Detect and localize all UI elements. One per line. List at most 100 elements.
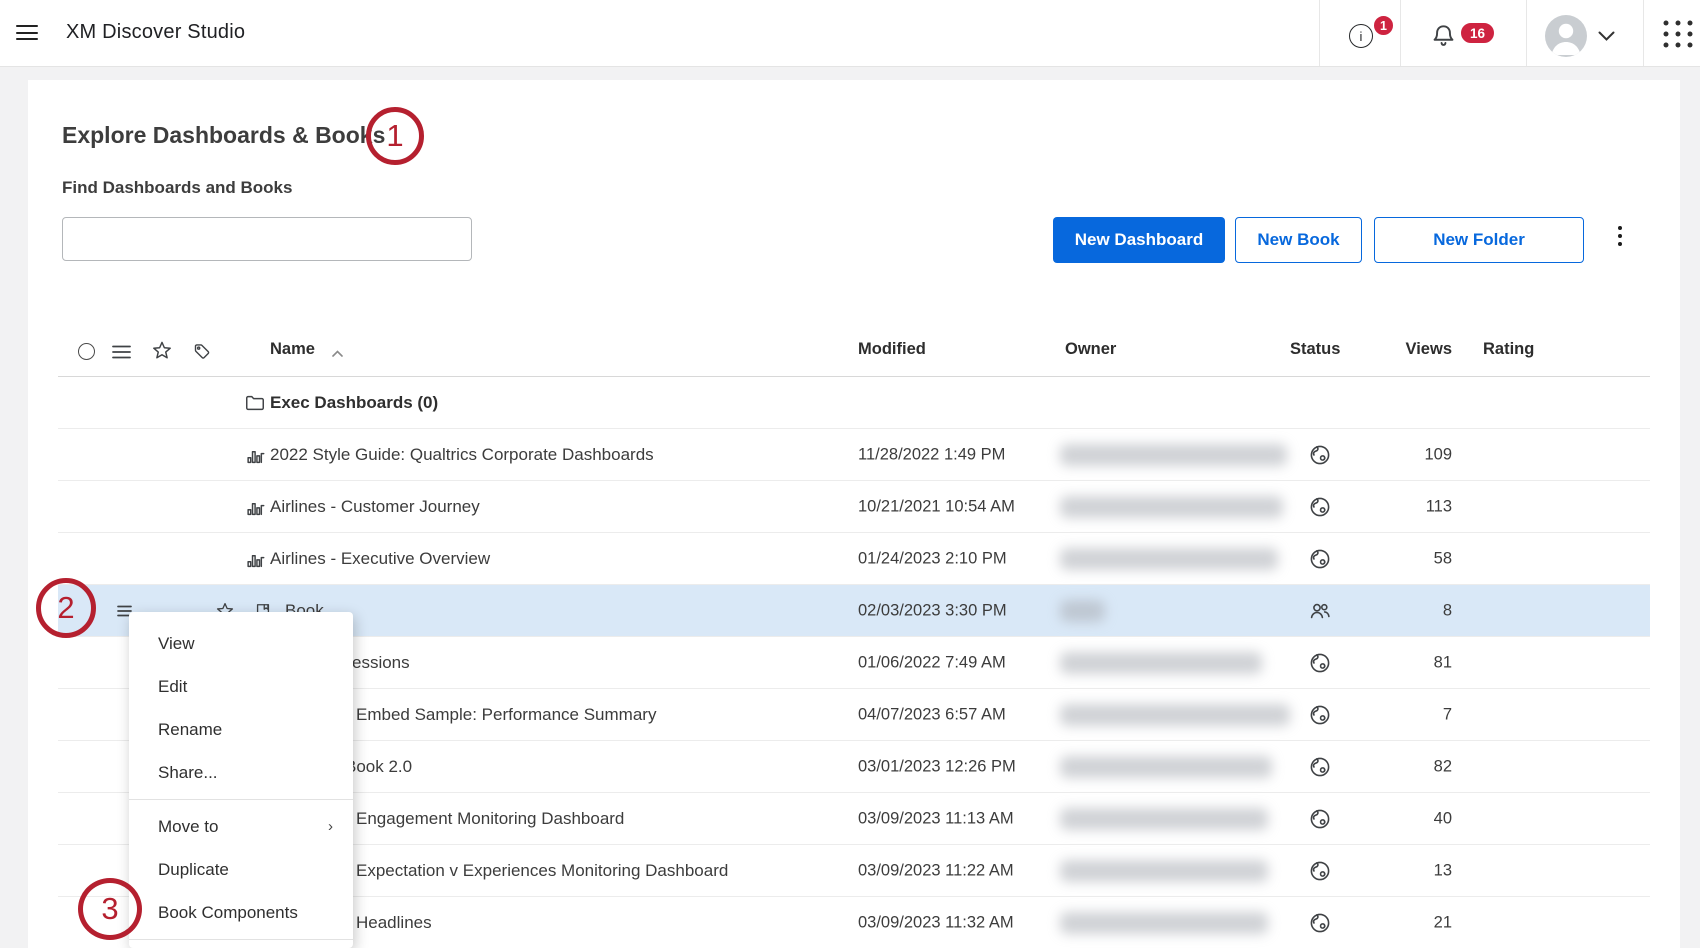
- item-name-partial[interactable]: Engagement Monitoring Dashboard: [356, 808, 625, 828]
- globe-icon: [1310, 445, 1330, 464]
- owner-blurred: [1060, 547, 1278, 570]
- context-menu: View Edit Rename Share... Move to › Dupl…: [129, 612, 353, 948]
- app-title: XM Discover Studio: [66, 21, 246, 43]
- annotation-number: 1: [386, 118, 404, 153]
- tag-icon[interactable]: [192, 341, 213, 362]
- more-actions-kebab-icon[interactable]: [1608, 226, 1632, 254]
- column-header-name[interactable]: Name: [270, 340, 315, 358]
- table-row[interactable]: Airlines - Customer Journey 10/21/2021 1…: [58, 481, 1650, 533]
- bar-chart-icon: [247, 450, 265, 463]
- globe-icon: [1310, 809, 1330, 828]
- table-row[interactable]: 2022 Style Guide: Qualtrics Corporate Da…: [58, 429, 1650, 481]
- owner-blurred: [1060, 443, 1287, 466]
- table-row[interactable]: Embed Sample: Performance Summary 04/07/…: [58, 689, 1650, 741]
- menu-item-label: Move to: [158, 817, 219, 836]
- annotation-circle-2: 2: [36, 578, 96, 638]
- avatar[interactable]: [1545, 15, 1587, 57]
- owner-blurred: [1060, 755, 1272, 778]
- row-menu-hamburger-icon[interactable]: [117, 605, 132, 617]
- owner-blurred: [1060, 703, 1290, 726]
- menu-item-view[interactable]: View: [158, 634, 195, 653]
- new-dashboard-button[interactable]: New Dashboard: [1053, 217, 1225, 263]
- views-count: 81: [1433, 653, 1452, 671]
- table-row-folder[interactable]: Exec Dashboards (0): [58, 377, 1650, 429]
- item-name[interactable]: Airlines - Customer Journey: [270, 496, 480, 516]
- views-count: 113: [1425, 497, 1452, 515]
- bar-chart-icon: [247, 554, 265, 567]
- sort-ascending-icon: [332, 350, 343, 357]
- owner-blurred: [1060, 807, 1268, 830]
- hamburger-menu-icon[interactable]: [16, 25, 38, 41]
- item-name-partial[interactable]: Headlines: [356, 913, 432, 932]
- bar-chart-icon: [247, 502, 265, 515]
- item-modified: 11/28/2022 1:49 PM: [858, 445, 1006, 463]
- item-modified: 03/01/2023 12:26 PM: [858, 757, 1016, 775]
- table-row[interactable]: Book 2.0 03/01/2023 12:26 PM 82: [58, 741, 1650, 793]
- owner-blurred: [1060, 912, 1268, 934]
- search-input[interactable]: [62, 217, 472, 261]
- column-header-owner[interactable]: Owner: [1065, 340, 1117, 358]
- item-name[interactable]: Airlines - Executive Overview: [270, 548, 491, 568]
- divider: [1526, 0, 1527, 66]
- views-count: 82: [1433, 757, 1452, 775]
- owner-blurred: [1060, 495, 1283, 518]
- notifications-badge: 16: [1459, 21, 1496, 45]
- item-name-partial[interactable]: Expectation v Experiences Monitoring Das…: [356, 860, 729, 880]
- menu-item-share[interactable]: Share...: [158, 763, 218, 782]
- chevron-down-icon[interactable]: [1598, 31, 1615, 42]
- chevron-right-icon: ›: [328, 818, 333, 835]
- column-header-status[interactable]: Status: [1290, 340, 1341, 358]
- menu-divider: [129, 939, 353, 940]
- item-name-partial[interactable]: Embed Sample: Performance Summary: [356, 704, 657, 724]
- new-folder-button[interactable]: New Folder: [1374, 217, 1584, 263]
- item-name[interactable]: 2022 Style Guide: Qualtrics Corporate Da…: [270, 444, 654, 464]
- new-book-button[interactable]: New Book: [1235, 217, 1362, 263]
- views-count: 13: [1433, 861, 1452, 879]
- globe-icon: [1310, 497, 1330, 516]
- divider: [58, 376, 1650, 377]
- column-header-rating[interactable]: Rating: [1483, 340, 1535, 358]
- filter-hamburger-icon[interactable]: [112, 345, 131, 359]
- table-row[interactable]: Airlines - Executive Overview 01/24/2023…: [58, 533, 1650, 585]
- column-header-modified[interactable]: Modified: [858, 340, 926, 358]
- search-label: Find Dashboards and Books: [62, 178, 293, 197]
- divider: [1643, 0, 1644, 66]
- table-row[interactable]: Engagement Monitoring Dashboard 03/09/20…: [58, 793, 1650, 845]
- waffle-grid-icon[interactable]: [1661, 19, 1695, 49]
- bell-icon[interactable]: [1429, 21, 1458, 51]
- owner-blurred: [1060, 859, 1268, 882]
- annotation-number: 3: [101, 891, 119, 926]
- item-name-partial[interactable]: essions: [352, 652, 410, 672]
- globe-icon: [1310, 705, 1330, 724]
- folder-icon: [246, 395, 264, 410]
- top-bar: XM Discover Studio i 1 16: [0, 0, 1700, 67]
- menu-item-rename[interactable]: Rename: [158, 720, 223, 739]
- page-title: Explore Dashboards & Books: [62, 122, 386, 148]
- views-count: 109: [1424, 445, 1452, 463]
- menu-item-move-to[interactable]: Move to ›: [129, 805, 353, 848]
- item-modified: 03/09/2023 11:22 AM: [858, 861, 1014, 879]
- table-row[interactable]: Headlines 03/09/2023 11:32 AM 21: [58, 897, 1650, 948]
- select-all-circle[interactable]: [78, 343, 95, 360]
- info-icon[interactable]: i: [1349, 24, 1373, 48]
- table-row[interactable]: essions 01/06/2022 7:49 AM 81: [58, 637, 1650, 689]
- people-icon: [1310, 603, 1330, 618]
- menu-item-book-components[interactable]: Book Components: [158, 903, 298, 922]
- item-modified: 01/24/2023 2:10 PM: [858, 549, 1007, 567]
- item-modified: 02/03/2023 3:30 PM: [858, 601, 1007, 619]
- star-icon[interactable]: [151, 340, 173, 361]
- item-modified: 03/09/2023 11:32 AM: [858, 913, 1014, 932]
- views-count: 7: [1442, 705, 1452, 723]
- divider: [1319, 0, 1320, 66]
- menu-item-duplicate[interactable]: Duplicate: [158, 860, 229, 879]
- item-name-partial[interactable]: Book 2.0: [345, 756, 413, 776]
- column-header-views[interactable]: Views: [1405, 340, 1452, 358]
- views-count: 58: [1433, 549, 1452, 567]
- table-row[interactable]: Expectation v Experiences Monitoring Das…: [58, 845, 1650, 897]
- globe-icon: [1310, 549, 1330, 568]
- globe-icon: [1310, 861, 1330, 880]
- views-count: 21: [1433, 913, 1452, 932]
- item-name[interactable]: Exec Dashboards (0): [270, 392, 439, 412]
- menu-item-edit[interactable]: Edit: [158, 677, 188, 696]
